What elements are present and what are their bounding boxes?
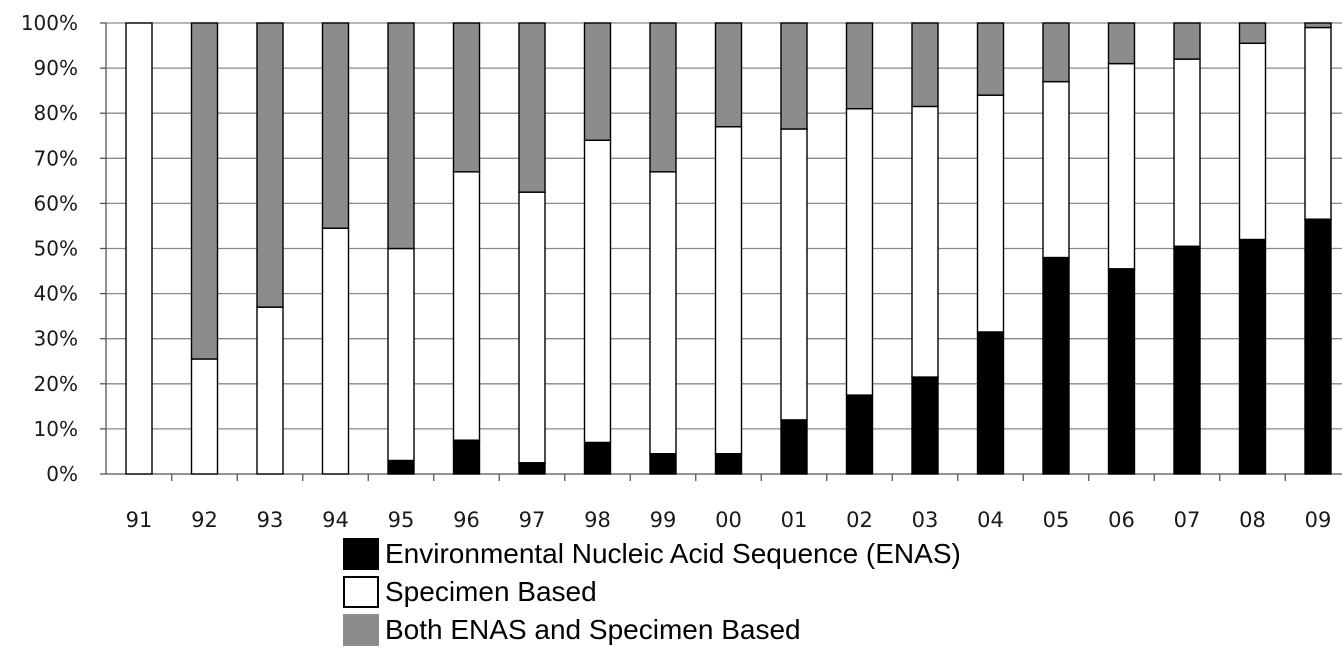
x-tick-label: 95 — [388, 508, 415, 530]
bar-both-95 — [387, 22, 415, 250]
bar-enas-95 — [387, 459, 415, 475]
y-tick-label: 10% — [34, 417, 78, 441]
bar-specimen-01 — [780, 128, 808, 421]
x-axis: 91 92 93 94 95 96 97 98 99 00 01 02 03 04 05 06 07 08 09 — [106, 473, 1342, 530]
y-tick-label: 30% — [34, 327, 78, 351]
bar-both-05 — [1042, 22, 1070, 83]
bar-specimen-02 — [845, 107, 874, 396]
x-tick-label: 08 — [1239, 508, 1266, 530]
legend-swatch-both — [343, 614, 379, 646]
bar-enas-02 — [845, 394, 874, 475]
x-tick-label: 05 — [1043, 508, 1070, 530]
bar-both-93 — [256, 22, 284, 308]
y-tick-label: 40% — [34, 282, 78, 306]
x-tick-label: 03 — [912, 508, 939, 530]
bar-enas-98 — [583, 441, 612, 475]
x-tick-label: 92 — [191, 508, 218, 530]
bar-both-00 — [714, 22, 743, 128]
bar-enas-06 — [1107, 268, 1136, 475]
x-tick-label: 09 — [1305, 508, 1332, 530]
bar-specimen-09 — [1304, 26, 1332, 220]
bar-both-97 — [518, 22, 546, 193]
bar-both-96 — [452, 22, 481, 173]
legend-item-specimen: Specimen Based — [343, 573, 961, 611]
bar-both-09 — [1304, 22, 1332, 29]
bar-enas-00 — [714, 453, 743, 475]
legend-label-specimen: Specimen Based — [385, 576, 597, 607]
bar-specimen-96 — [452, 171, 481, 441]
x-tick-label: 91 — [126, 508, 153, 530]
x-tick-label: 00 — [715, 508, 742, 530]
bar-enas-08 — [1238, 238, 1267, 475]
bar-enas-97 — [518, 462, 546, 475]
bar-both-07 — [1173, 22, 1201, 60]
bar-both-04 — [976, 22, 1005, 96]
y-tick-label: 100% — [21, 11, 78, 35]
bar-specimen-05 — [1042, 80, 1070, 259]
bars — [125, 22, 1332, 475]
bar-specimen-08 — [1238, 42, 1267, 241]
legend-swatch-specimen — [343, 576, 379, 608]
bar-enas-01 — [780, 419, 808, 475]
legend-swatch-enas — [343, 538, 379, 570]
x-tick-label: 98 — [584, 508, 611, 530]
x-tick-label: 04 — [977, 508, 1004, 530]
bar-enas-04 — [976, 331, 1005, 475]
y-tick-label: 80% — [34, 101, 78, 125]
bar-specimen-99 — [649, 171, 677, 455]
bar-enas-09 — [1304, 218, 1332, 475]
x-tick-label: 02 — [846, 508, 873, 530]
y-tick-label: 90% — [34, 56, 78, 80]
bar-enas-99 — [649, 453, 677, 475]
x-tick-label: 94 — [322, 508, 349, 530]
bar-specimen-03 — [911, 105, 939, 378]
bar-specimen-07 — [1173, 58, 1201, 247]
y-axis: 0% 10% 20% 30% 40% 50% 60% 70% 80% 90% 100% — [21, 11, 107, 486]
legend: Environmental Nucleic Acid Sequence (ENA… — [343, 535, 961, 649]
bar-specimen-93 — [256, 306, 284, 475]
y-tick-label: 20% — [34, 372, 78, 396]
bar-both-02 — [845, 22, 874, 110]
x-tick-label: 06 — [1108, 508, 1135, 530]
x-tick-label: 97 — [519, 508, 546, 530]
x-tick-label: 01 — [781, 508, 808, 530]
bar-specimen-04 — [976, 94, 1005, 333]
bar-both-03 — [911, 22, 939, 108]
legend-label-enas: Environmental Nucleic Acid Sequence (ENA… — [385, 538, 961, 569]
bar-both-08 — [1238, 22, 1267, 44]
stacked-bar-chart: 0% 10% 20% 30% 40% 50% 60% 70% 80% 90% 100% 91 92 93… — [21, 11, 1342, 530]
y-tick-label: 70% — [34, 146, 78, 170]
bar-specimen-95 — [387, 247, 415, 462]
x-tick-label: 07 — [1174, 508, 1201, 530]
bar-specimen-98 — [583, 139, 612, 444]
legend-item-enas: Environmental Nucleic Acid Sequence (ENA… — [343, 535, 961, 573]
legend-label-both: Both ENAS and Specimen Based — [385, 614, 801, 645]
y-tick-label: 0% — [46, 462, 78, 486]
bar-specimen-92 — [190, 358, 219, 475]
bar-both-06 — [1107, 22, 1136, 65]
bar-both-94 — [321, 22, 350, 229]
bar-both-98 — [583, 22, 612, 141]
y-tick-label: 60% — [34, 191, 78, 215]
bar-enas-07 — [1173, 245, 1201, 475]
bar-specimen-00 — [714, 126, 743, 455]
bar-enas-03 — [911, 376, 939, 475]
x-tick-label: 96 — [453, 508, 480, 530]
bar-specimen-97 — [518, 191, 546, 464]
bar-both-01 — [780, 22, 808, 130]
bar-specimen-91 — [125, 22, 153, 475]
bar-specimen-06 — [1107, 62, 1136, 270]
x-tick-label: 93 — [257, 508, 284, 530]
bar-enas-96 — [452, 439, 481, 475]
legend-item-both: Both ENAS and Specimen Based — [343, 611, 961, 649]
bar-enas-05 — [1042, 256, 1070, 475]
bar-both-99 — [649, 22, 677, 173]
bar-specimen-94 — [321, 227, 350, 475]
bar-both-92 — [190, 22, 219, 360]
y-tick-label: 50% — [34, 237, 78, 261]
x-tick-label: 99 — [650, 508, 677, 530]
